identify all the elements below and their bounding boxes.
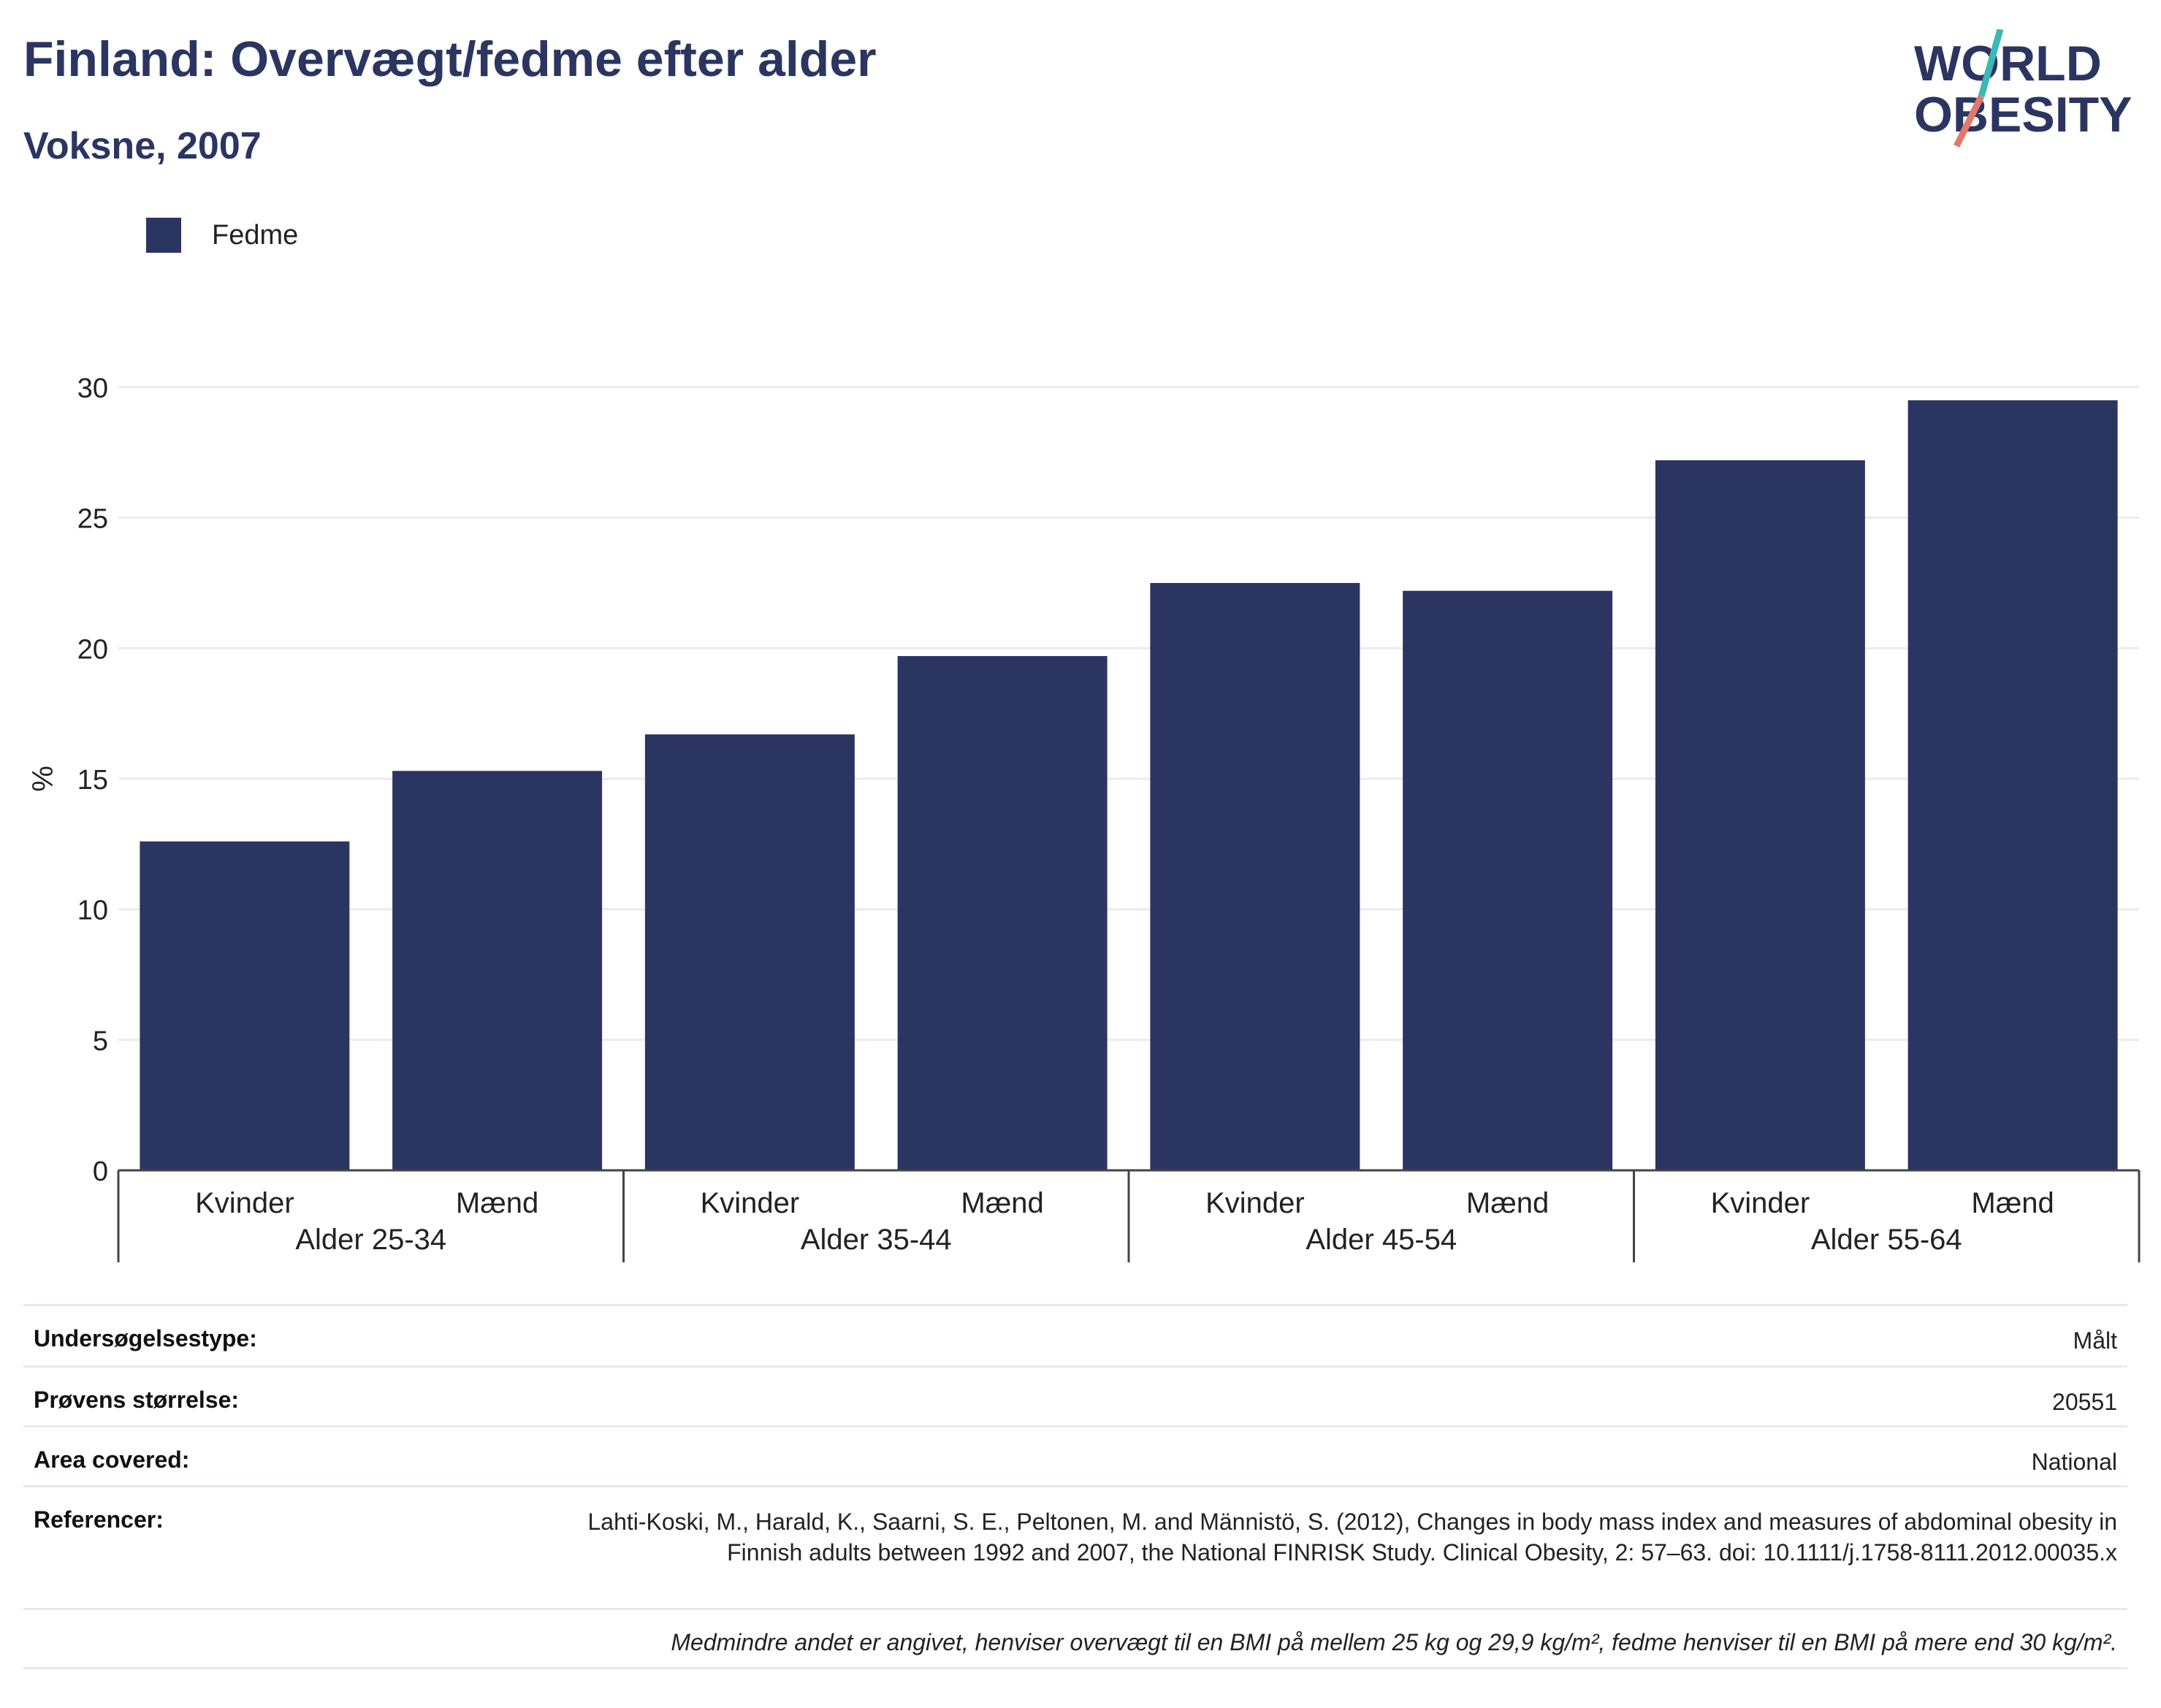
y-tick-label: 0 (93, 1156, 108, 1187)
x-tick-label: Kvinder (1711, 1187, 1810, 1219)
logo-slash-coral (1953, 94, 1985, 148)
legend-label: Fedme (212, 219, 299, 251)
info-row-area: Area covered: National (23, 1425, 2127, 1485)
logo-slash-teal (1978, 29, 2004, 98)
chart-title: Finland: Overvægt/fedme efter alder (23, 31, 877, 87)
y-tick-label: 10 (77, 896, 108, 926)
info-value: Lahti-Koski, M., Harald, K., Saarni, S. … (587, 1509, 2117, 1566)
x-tick-label: Kvinder (195, 1187, 294, 1219)
bar (644, 734, 855, 1170)
y-tick-label: 15 (77, 765, 108, 796)
info-row-references: Referencer: Lahti-Koski, M., Harald, K.,… (23, 1485, 2127, 1608)
bar (1655, 460, 1865, 1170)
bar (392, 771, 603, 1170)
y-tick-label: 25 (77, 504, 108, 535)
info-value: National (2031, 1449, 2117, 1475)
y-tick-label: 5 (93, 1026, 108, 1056)
y-axis-label: % (27, 766, 59, 792)
info-key: Prøvens størrelse: (34, 1387, 240, 1413)
bar (1150, 583, 1360, 1170)
bar (1907, 400, 2118, 1170)
x-tick-label: Mænd (456, 1187, 538, 1219)
group-label: Alder 25-34 (295, 1224, 446, 1256)
legend: Fedme (146, 218, 298, 253)
group-label: Alder 55-64 (1811, 1224, 1962, 1256)
info-key: Area covered: (34, 1446, 190, 1473)
world-obesity-logo: WORLD OBESITY (1914, 29, 2133, 148)
info-key: Referencer: (34, 1506, 164, 1533)
bar (897, 656, 1108, 1170)
definition-note: Medmindre andet er angivet, henviser ove… (671, 1629, 2117, 1655)
info-row-note: Medmindre andet er angivet, henviser ove… (23, 1608, 2127, 1669)
x-tick-label: Mænd (1466, 1187, 1549, 1219)
x-tick-label: Kvinder (701, 1187, 800, 1219)
logo-line1: WORLD (1914, 36, 2102, 91)
bar (140, 841, 350, 1170)
info-value: Målt (2073, 1327, 2117, 1354)
bar-chart: 0 5 10 15 20 25 30% Kvinder Mænd Kvinder Mænd Kvind… (27, 373, 2141, 1262)
y-tick-label: 30 (77, 373, 108, 404)
chart-subtitle: Voksne, 2007 (23, 125, 262, 167)
y-tick-label: 20 (77, 634, 108, 665)
x-tick-label: Mænd (1971, 1187, 2054, 1219)
info-row-sample-size: Prøvens størrelse: 20551 (23, 1365, 2127, 1425)
info-table: Undersøgelsestype: Målt Prøvens størrels… (23, 1304, 2127, 1669)
logo-line2: OBESITY (1914, 87, 2133, 142)
info-value: 20551 (2052, 1389, 2117, 1415)
x-tick-label: Mænd (961, 1187, 1043, 1219)
group-label: Alder 45-54 (1306, 1224, 1457, 1256)
bar (1403, 590, 1613, 1170)
info-key: Undersøgelsestype: (34, 1325, 257, 1351)
x-tick-label: Kvinder (1205, 1187, 1305, 1219)
group-label: Alder 35-44 (801, 1224, 952, 1256)
info-row-survey-type: Undersøgelsestype: Målt (23, 1304, 2127, 1365)
legend-swatch (146, 218, 181, 253)
